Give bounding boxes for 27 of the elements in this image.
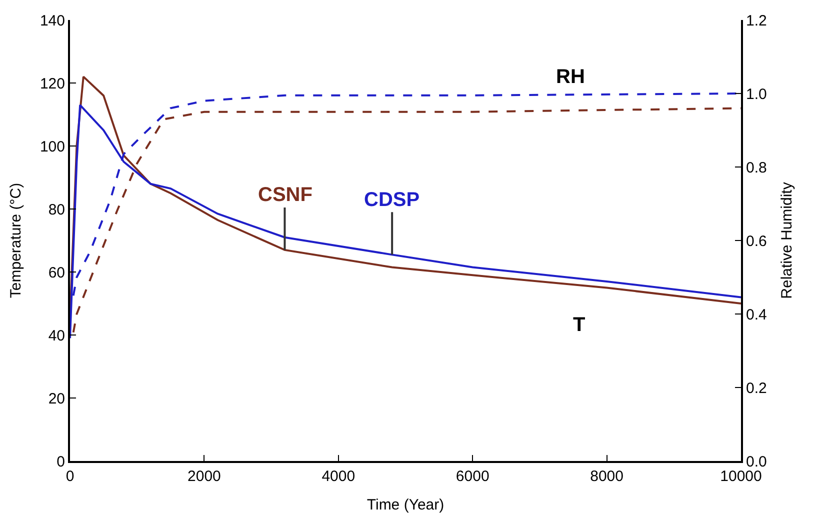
y-tick-label: 140 — [40, 12, 65, 30]
x-tick-label: 8000 — [590, 468, 624, 485]
y2-tick-label: 0.0 — [746, 453, 767, 470]
x-axis-title: Time (Year) — [366, 496, 444, 514]
y2-tick-label: 1.0 — [746, 86, 767, 103]
y2-tick-label: 0.4 — [746, 306, 767, 324]
y-tick-label: 0 — [56, 453, 65, 470]
y-axis-title: Temperature (°C) — [8, 182, 25, 298]
x-tick-label: 6000 — [456, 468, 490, 485]
annotation: RH — [556, 66, 585, 88]
y2-tick-label: 1.2 — [746, 12, 767, 30]
x-tick-label: 4000 — [322, 468, 356, 485]
y-tick-label: 60 — [48, 264, 65, 282]
y2-tick-label: 0.8 — [746, 159, 767, 176]
x-tick-label: 2000 — [188, 468, 221, 485]
annotation: CSNF — [258, 184, 312, 206]
y-tick-label: 20 — [48, 390, 65, 408]
y-tick-label: 40 — [48, 327, 65, 344]
y2-axis-title: Relative Humidity — [778, 182, 796, 299]
y-tick-label: 80 — [48, 201, 65, 218]
y-tick-label: 100 — [40, 138, 65, 156]
annotation: CDSP — [364, 189, 420, 211]
x-tick-label: 10000 — [720, 468, 762, 485]
y2-tick-label: 0.6 — [746, 232, 767, 250]
annotation: T — [573, 314, 586, 336]
y2-tick-label: 0.2 — [746, 380, 767, 397]
y-tick-label: 120 — [40, 75, 65, 92]
